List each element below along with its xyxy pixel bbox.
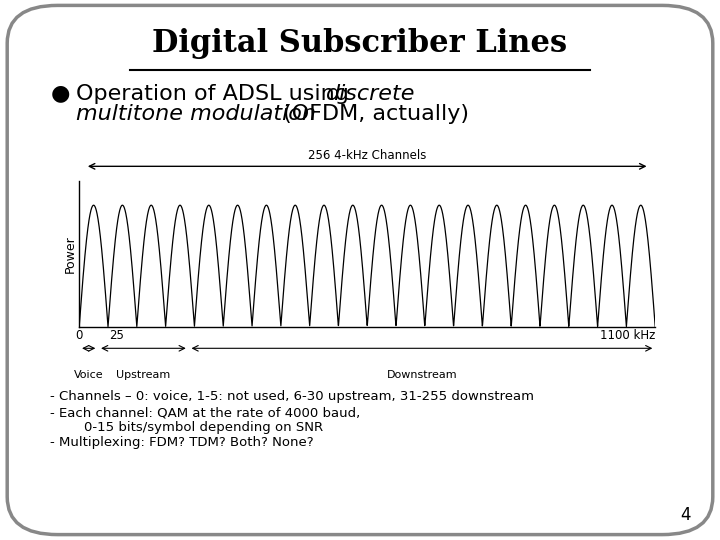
- Text: ●: ●: [50, 84, 70, 104]
- Text: (OFDM, actually): (OFDM, actually): [276, 104, 469, 124]
- Text: Digital Subscriber Lines: Digital Subscriber Lines: [153, 28, 567, 59]
- Text: 0: 0: [76, 329, 83, 342]
- Text: 0-15 bits/symbol depending on SNR: 0-15 bits/symbol depending on SNR: [50, 421, 323, 434]
- Y-axis label: Power: Power: [63, 235, 76, 273]
- Text: 1100 kHz: 1100 kHz: [600, 329, 655, 342]
- Text: 25: 25: [109, 329, 124, 342]
- Text: - Each channel: QAM at the rate of 4000 baud,: - Each channel: QAM at the rate of 4000 …: [50, 406, 361, 419]
- Text: - Multiplexing: FDM? TDM? Both? None?: - Multiplexing: FDM? TDM? Both? None?: [50, 436, 314, 449]
- Text: discrete: discrete: [326, 84, 415, 104]
- Text: Voice: Voice: [73, 370, 103, 380]
- Text: 4: 4: [680, 506, 691, 524]
- Text: Operation of ADSL using: Operation of ADSL using: [76, 84, 356, 104]
- Text: - Channels – 0: voice, 1-5: not used, 6-30 upstream, 31-255 downstream: - Channels – 0: voice, 1-5: not used, 6-…: [50, 390, 534, 403]
- Text: Upstream: Upstream: [116, 370, 170, 380]
- Text: 256 4-kHz Channels: 256 4-kHz Channels: [308, 149, 426, 162]
- Text: multitone modulation: multitone modulation: [76, 104, 315, 124]
- Text: Downstream: Downstream: [387, 370, 457, 380]
